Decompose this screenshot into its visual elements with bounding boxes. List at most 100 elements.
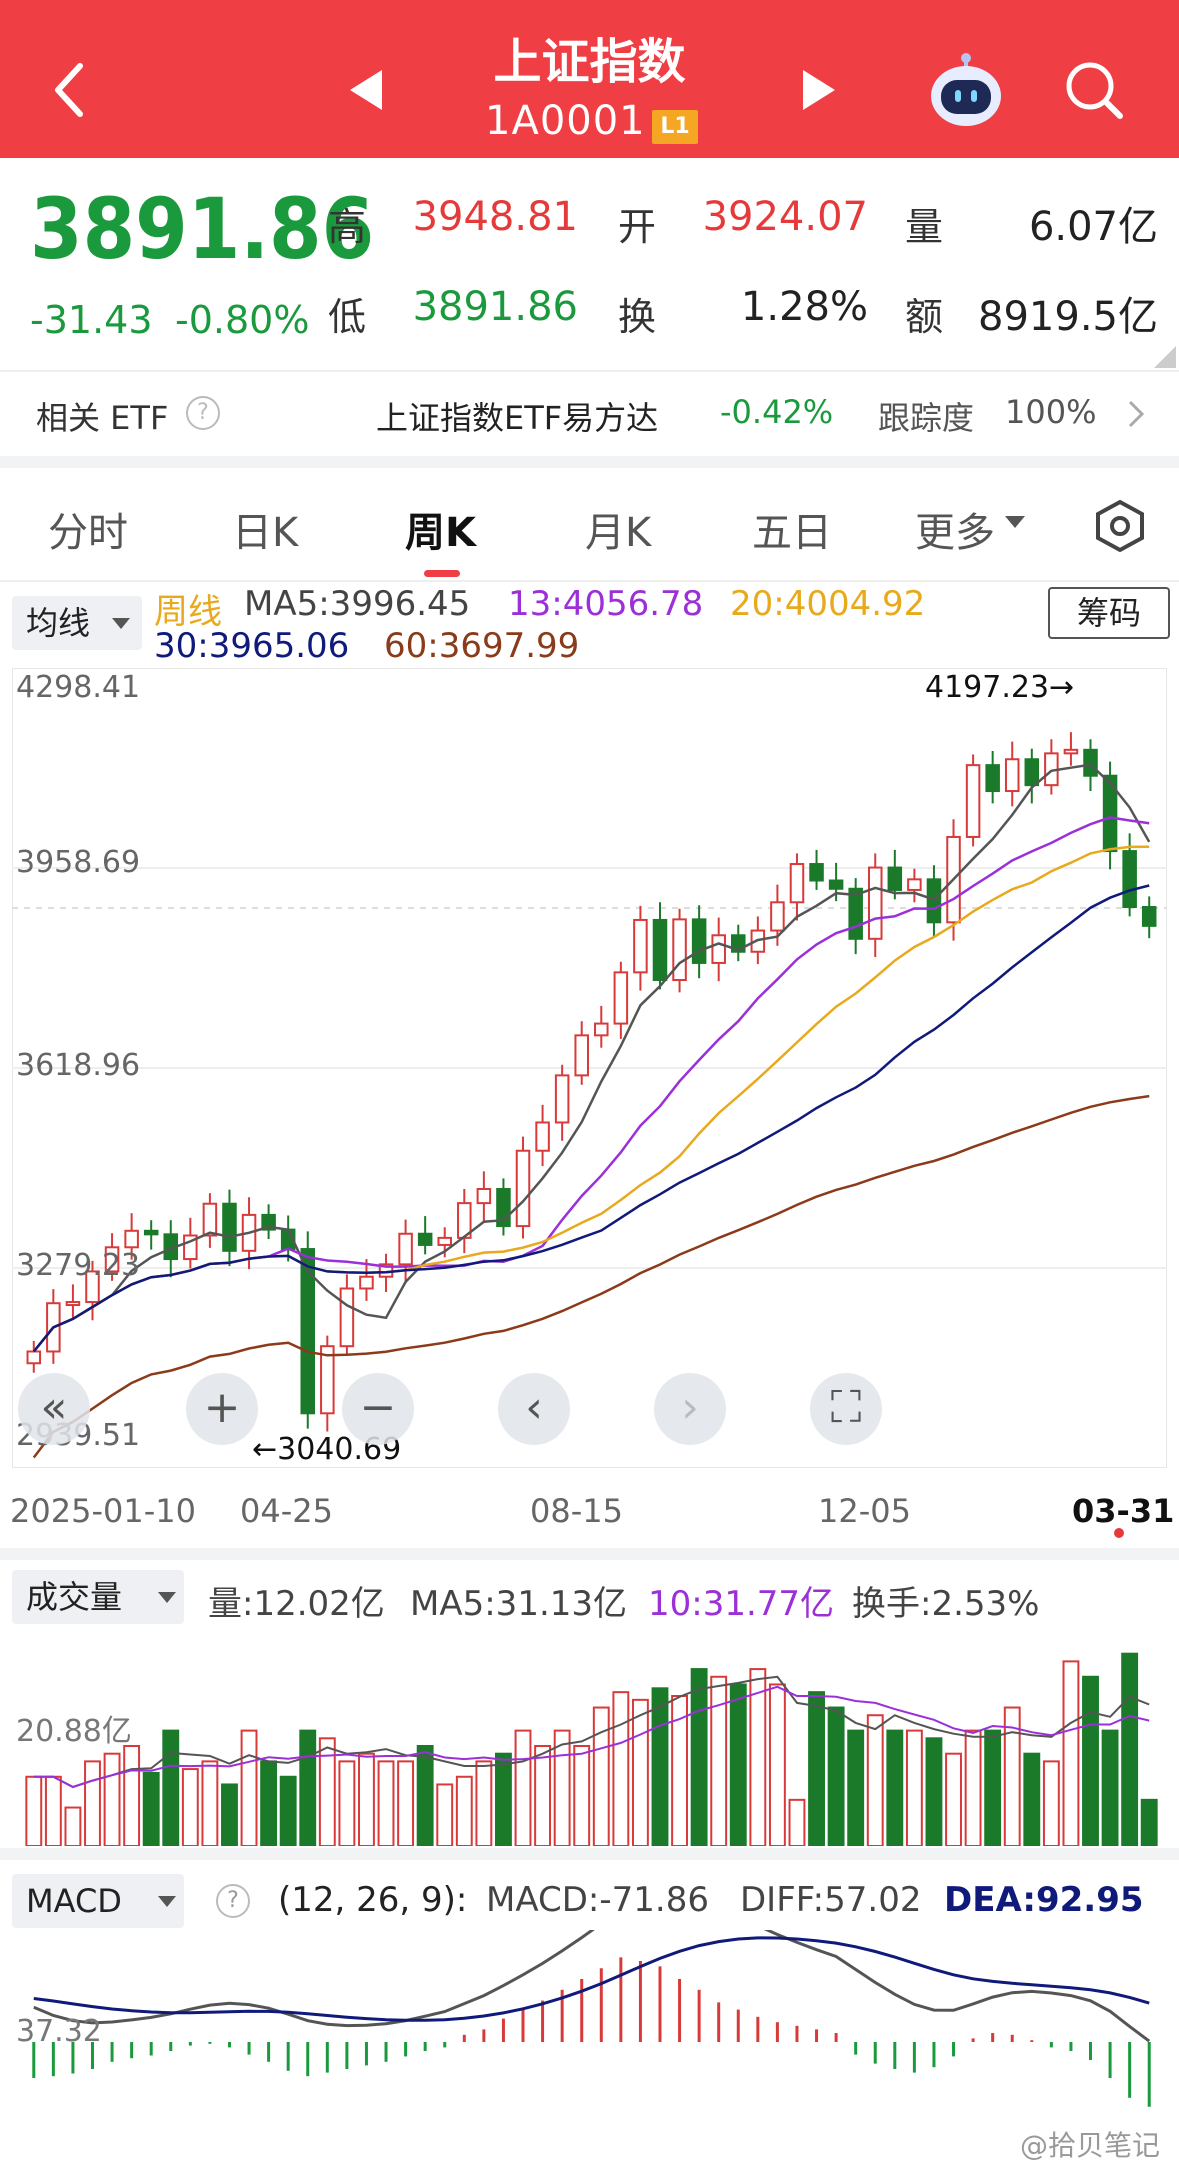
candle-body	[261, 1213, 276, 1231]
volume-bar	[905, 1729, 923, 1846]
volume-bar	[338, 1760, 356, 1846]
tab-timeshare[interactable]: 分时	[48, 510, 128, 556]
candle-body	[359, 1275, 374, 1290]
candle-body	[320, 1345, 335, 1415]
candle-body	[222, 1202, 237, 1252]
candle-body	[143, 1229, 159, 1236]
volume-bar	[299, 1729, 317, 1846]
macd-value: MACD:-71.86	[486, 1880, 709, 1920]
ma-line-ma5	[32, 763, 1151, 1353]
candle-body	[985, 764, 1000, 793]
pan-left-icon[interactable]: ‹	[498, 1373, 570, 1445]
settings-hexagon-icon[interactable]	[1092, 498, 1148, 554]
tab-five-day[interactable]: 五日	[752, 510, 832, 556]
tab-daily-k[interactable]: 日K	[232, 510, 299, 556]
question-circle-icon[interactable]: ?	[186, 396, 220, 430]
triangle-right-icon[interactable]	[803, 70, 835, 110]
tab-monthly-k[interactable]: 月K	[585, 510, 652, 556]
level-badge: L1	[652, 110, 698, 144]
volume-selector-label: 成交量	[26, 1578, 123, 1616]
kline-chart[interactable]	[12, 668, 1167, 1468]
macd-chart[interactable]	[12, 1930, 1167, 2160]
volume-bar	[768, 1683, 786, 1846]
macd-selector-label: MACD	[26, 1882, 122, 1920]
diff-value: DIFF:57.02	[740, 1880, 922, 1920]
turnover-label: 换	[618, 295, 657, 339]
volume-bar	[44, 1775, 62, 1846]
volume-bar	[103, 1752, 121, 1846]
volume-bar	[123, 1745, 141, 1846]
date-label-5: 03-31	[1072, 1492, 1175, 1530]
candle-body	[339, 1287, 355, 1348]
ma20-value: 20:4004.92	[730, 584, 926, 624]
candle-body	[437, 1236, 452, 1246]
zoom-out-icon[interactable]: −	[342, 1373, 414, 1445]
page-title: 上证指数	[493, 34, 686, 90]
ma30-value: 30:3965.06	[154, 626, 350, 666]
volume-bar	[690, 1668, 708, 1846]
volume-chart[interactable]	[12, 1630, 1167, 1846]
volume-bar	[514, 1729, 532, 1846]
volume-bar	[866, 1714, 884, 1846]
ma-period: 周线	[154, 592, 222, 632]
ma-line-ma60	[32, 1094, 1150, 1459]
volume-bar	[631, 1698, 649, 1846]
volume-bar	[1023, 1752, 1041, 1846]
candle-body	[1141, 906, 1157, 927]
volume-bar	[240, 1729, 258, 1846]
candle-body	[907, 878, 922, 891]
ma13-value: 13:4056.78	[508, 584, 704, 624]
chips-button[interactable]: 筹码	[1048, 587, 1170, 639]
question-circle-icon[interactable]: ?	[216, 1884, 250, 1918]
chevron-right-icon[interactable]	[1126, 398, 1146, 430]
pan-right-icon[interactable]: ›	[654, 1373, 726, 1445]
volume-bar	[553, 1729, 571, 1846]
ma-selector[interactable]: 均线	[12, 596, 142, 650]
max-price-annotation: 4197.23→	[925, 670, 1075, 705]
candle-body	[633, 918, 648, 974]
tracking-label: 跟踪度	[878, 399, 975, 437]
volume-bar	[377, 1760, 395, 1846]
caret-down-icon	[158, 1592, 176, 1603]
volume-bar	[1042, 1760, 1060, 1846]
candle-body	[554, 1074, 570, 1124]
volume-bar	[84, 1760, 101, 1846]
volume-bar	[651, 1687, 669, 1846]
etf-name[interactable]: 上证指数ETF易方达	[376, 399, 659, 437]
tab-weekly-k[interactable]: 周K	[405, 510, 476, 556]
macd-axis-label: 37.32	[16, 2014, 102, 2049]
volume-bar	[945, 1752, 962, 1846]
volume-ma5: MA5:31.13亿	[410, 1584, 628, 1624]
fullscreen-icon[interactable]: ⛶	[810, 1373, 882, 1445]
volume-bar	[64, 1806, 82, 1846]
tracking-value: 100%	[1005, 393, 1097, 431]
ma-line-ma30	[32, 884, 1150, 1353]
corner-fold-icon	[1154, 346, 1176, 368]
volume-bar	[397, 1760, 415, 1846]
volume-selector[interactable]: 成交量	[12, 1570, 184, 1624]
search-icon[interactable]	[1062, 58, 1126, 122]
chevron-left-icon[interactable]	[50, 60, 90, 120]
rewind-icon[interactable]: «	[18, 1373, 90, 1445]
volume-bar	[847, 1729, 865, 1846]
volume-bar	[455, 1775, 473, 1846]
candle-body	[398, 1232, 413, 1266]
volume-bar	[710, 1675, 728, 1846]
zoom-in-icon[interactable]: +	[186, 1373, 258, 1445]
low-value: 3891.86	[412, 284, 578, 330]
triangle-left-icon[interactable]	[350, 70, 382, 110]
candle-body	[770, 901, 785, 932]
robot-assistant-icon[interactable]	[925, 52, 1007, 134]
candle-body	[1122, 850, 1137, 909]
volume-bar	[749, 1668, 767, 1846]
volume-bar	[475, 1760, 493, 1846]
macd-selector[interactable]: MACD	[12, 1874, 184, 1928]
candle-body	[848, 887, 863, 940]
volume-bar	[886, 1729, 904, 1846]
tab-more[interactable]: 更多	[915, 510, 995, 556]
top-header-bar: 上证指数 1A0001 L1	[0, 0, 1179, 158]
y-axis-label-2: 3958.69	[16, 845, 141, 880]
volume-bar	[534, 1745, 552, 1846]
candle-body	[300, 1248, 316, 1415]
candle-body	[1102, 774, 1118, 853]
